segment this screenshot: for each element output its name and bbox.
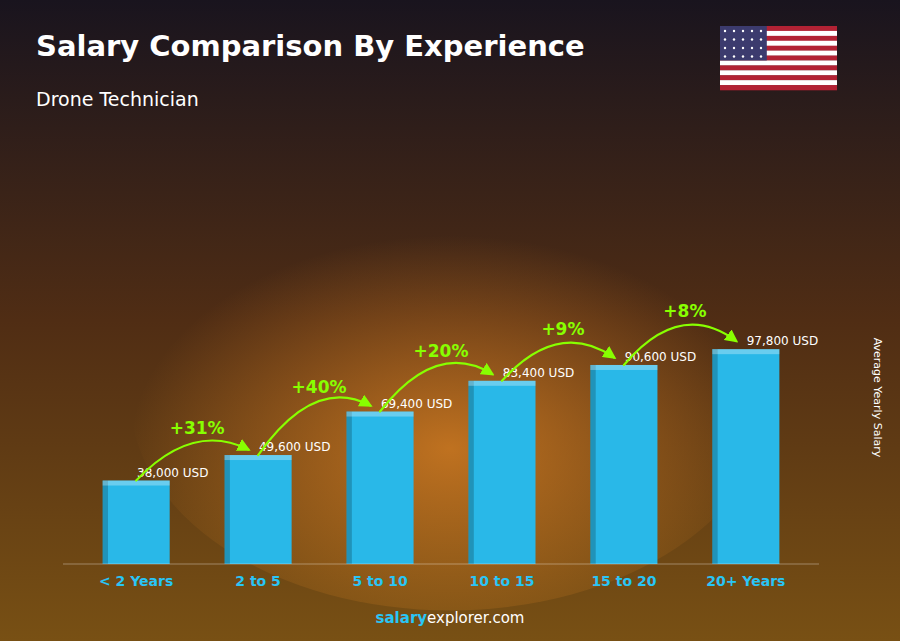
x-axis-line xyxy=(63,564,819,565)
flag-star xyxy=(733,30,735,32)
change-arc xyxy=(624,325,736,365)
flag-star xyxy=(742,38,744,40)
bar-group xyxy=(103,481,170,564)
flag-star xyxy=(733,55,735,57)
bar-group xyxy=(712,349,779,564)
data-label: 38,000 USD xyxy=(137,466,208,480)
x-tick-label: 2 to 5 xyxy=(235,573,281,589)
flag-star xyxy=(733,38,735,40)
bar-group xyxy=(468,381,535,564)
bar-shade xyxy=(468,381,473,564)
bar-shade xyxy=(712,349,717,564)
bar xyxy=(468,381,535,564)
bar-top xyxy=(712,349,779,354)
background-glow xyxy=(130,184,770,610)
annotation: +20% xyxy=(414,341,469,361)
bar-shade xyxy=(225,455,230,564)
annotation: +40% xyxy=(292,377,347,397)
annotation: +31% xyxy=(170,418,225,438)
flag-stripe xyxy=(720,70,837,75)
flag-star xyxy=(724,30,726,32)
flag-star xyxy=(751,55,753,57)
annotation: +9% xyxy=(541,319,584,339)
bars xyxy=(103,349,780,564)
flag-star xyxy=(733,47,735,49)
arcs xyxy=(136,325,736,481)
footer-part: explorer.com xyxy=(427,609,524,627)
bar xyxy=(347,412,414,564)
bar-shade xyxy=(590,365,595,564)
flag-star xyxy=(760,38,762,40)
bar-group xyxy=(347,412,414,564)
flag-star xyxy=(760,47,762,49)
footer-part: salary xyxy=(376,609,428,627)
flag-stripe xyxy=(720,80,837,85)
x-tick-label: 10 to 15 xyxy=(469,573,534,589)
bar xyxy=(590,365,657,564)
flag-stripe xyxy=(720,75,837,80)
flag-stripe xyxy=(720,65,837,70)
bar-shade xyxy=(103,481,108,564)
data-label: 97,800 USD xyxy=(747,334,818,348)
x-tick-label: 20+ Years xyxy=(706,573,785,589)
flag-star xyxy=(751,47,753,49)
annotation: +8% xyxy=(663,301,706,321)
flag-star xyxy=(724,47,726,49)
flag-star xyxy=(760,55,762,57)
x-tick-label: 5 to 10 xyxy=(352,573,408,589)
footer: salaryexplorer.com xyxy=(376,609,525,627)
change-arc xyxy=(502,343,614,381)
change-arc xyxy=(258,397,370,455)
flag-stripe xyxy=(720,85,837,90)
change-arc xyxy=(136,440,248,480)
x-tick-label: 15 to 20 xyxy=(591,573,656,589)
change-arc xyxy=(380,363,492,412)
bar xyxy=(712,349,779,564)
flag-canton xyxy=(720,26,767,60)
x-tick-label: < 2 Years xyxy=(99,573,173,589)
bar xyxy=(225,455,292,564)
bar-group xyxy=(225,455,292,564)
subtitle: Drone Technician xyxy=(36,88,199,110)
flag-star xyxy=(742,55,744,57)
y-axis-label: Average Yearly Salary xyxy=(871,338,884,458)
bar-group xyxy=(590,365,657,564)
flag-star xyxy=(724,55,726,57)
flag xyxy=(720,26,837,90)
bar-shade xyxy=(347,412,352,564)
flag-star xyxy=(751,38,753,40)
chart: 38,000 USD49,600 USD69,400 USD83,400 USD… xyxy=(0,0,900,641)
flag-star xyxy=(742,30,744,32)
flag-star xyxy=(724,38,726,40)
data-label: 49,600 USD xyxy=(259,440,330,454)
background xyxy=(0,0,900,641)
flag-star xyxy=(760,30,762,32)
flag-stripe xyxy=(720,60,837,65)
bar xyxy=(103,481,170,564)
flag-star xyxy=(751,30,753,32)
flag-star xyxy=(742,47,744,49)
title: Salary Comparison By Experience xyxy=(36,29,585,63)
